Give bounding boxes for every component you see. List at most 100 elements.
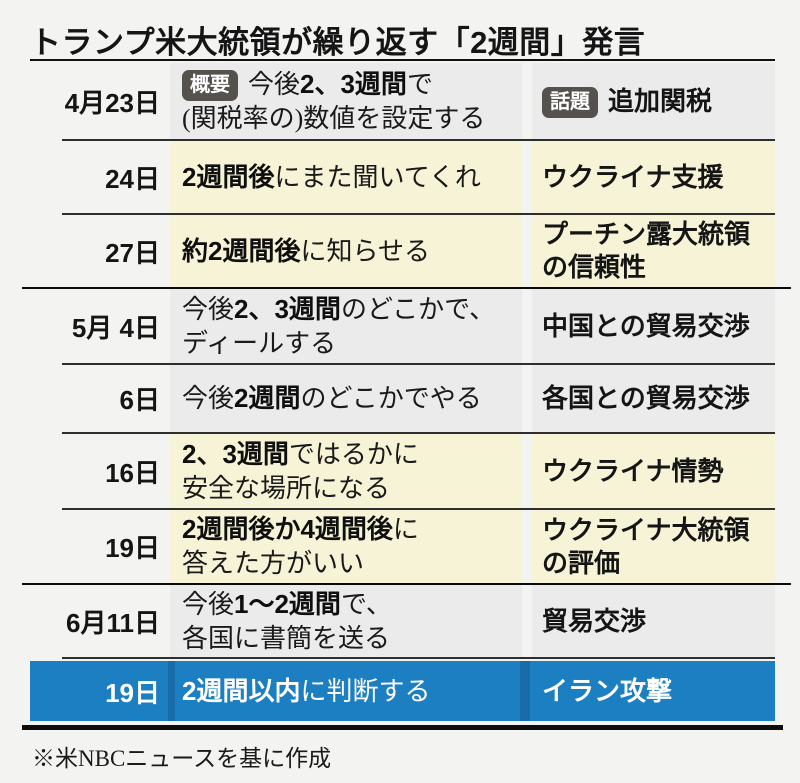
column-gutter (522, 658, 532, 724)
highlight-row-background (30, 661, 775, 721)
row-divider (62, 363, 775, 365)
month-divider (22, 287, 791, 289)
statement-keyword: 2、3週間 (182, 438, 289, 469)
topic-text: ウクライナ情勢 (542, 455, 724, 486)
topic-text: ウクライナ大統領 の評価 (542, 514, 750, 578)
statement-text: 2、3週間ではるかに 安全な場所になる (182, 438, 419, 503)
month-divider (22, 583, 791, 585)
statement-text: 今後2週間のどこかでやる (182, 383, 482, 413)
statement-keyword: 約2週間後 (182, 235, 301, 266)
table-row: 5月 4日 今後2、3週間のどこかで、 ディールする 中国との貿易交渉 (22, 287, 791, 364)
topic-cell: 各国との貿易交渉 (532, 364, 775, 433)
topic-cell: イラン攻撃 (532, 658, 775, 724)
topic-cell: プーチン露大統領 の信頼性 (532, 214, 775, 288)
statement-cell: 今後2、3週間のどこかで、 ディールする (170, 288, 522, 364)
statement-cell: 2週間以内に判断する (170, 658, 522, 724)
table-row: 6月11日 今後1〜2週間で、 各国に書簡を送る 貿易交渉 (22, 583, 791, 658)
statement-keyword: 2週間後 (182, 161, 275, 192)
topic-cell: 中国との貿易交渉 (532, 288, 775, 364)
statement-text: 概要 今後2、3週間で (関税率の)数値を設定する (182, 69, 486, 133)
statement-text: 2週間後か4週間後に 答えた方がいい (182, 514, 419, 578)
table-row: 6日 今後2週間のどこかでやる 各国との貿易交渉 (30, 363, 775, 433)
column-seam (168, 661, 175, 721)
statement-text: 2週間以内に判断する (182, 675, 431, 706)
date-label: 4月23日 (64, 88, 160, 118)
statement-cell: 今後1〜2週間で、 各国に書簡を送る (170, 584, 522, 658)
date-cell: 4月23日 (30, 63, 170, 140)
column-seam (520, 661, 530, 721)
column-gutter (522, 214, 532, 288)
statement-text: 2週間後にまた聞いてくれ (182, 161, 481, 192)
date-label: 19日 (105, 533, 160, 563)
page-title: トランプ米大統領が繰り返す「2週間」発言 (30, 25, 646, 60)
statement-cell: 約2週間後に知らせる (170, 214, 522, 288)
table-row: 24日 2週間後にまた聞いてくれ ウクライナ支援 (30, 139, 775, 214)
statement-text: 今後1〜2週間で、 各国に書簡を送る (182, 588, 392, 653)
bottom-rule (22, 725, 783, 730)
date-cell: 5月 4日 (30, 288, 170, 364)
column-gutter (522, 433, 532, 509)
title-underline (30, 59, 775, 61)
statement-cell: 概要 今後2、3週間で (関税率の)数値を設定する (170, 63, 522, 140)
statement-cell: 2週間後にまた聞いてくれ (170, 140, 522, 214)
date-cell: 19日 (30, 658, 170, 724)
statement-text: 約2週間後に知らせる (182, 235, 430, 266)
topic-text: イラン攻撃 (542, 675, 673, 706)
statement-text: 今後2、3週間のどこかで、 ディールする (182, 293, 496, 358)
row-divider (62, 508, 775, 510)
date-cell: 6日 (30, 364, 170, 433)
topic-cell: ウクライナ大統領 の評価 (532, 509, 775, 584)
statement-keyword: 2週間 (234, 383, 301, 413)
row-divider (62, 213, 775, 215)
topic-text: 各国との貿易交渉 (542, 383, 750, 413)
topic-cell: 話題 追加関税 (532, 63, 775, 140)
topic-text: 中国との貿易交渉 (542, 310, 750, 341)
table-row: 16日 2、3週間ではるかに 安全な場所になる ウクライナ情勢 (30, 432, 775, 509)
topic-badge: 話題 (542, 87, 598, 118)
statement-keyword: 2週間後か4週間後 (182, 514, 393, 544)
statement-cell: 2週間後か4週間後に 答えた方がいい (170, 509, 522, 584)
date-cell: 24日 (30, 140, 170, 214)
date-label: 16日 (105, 457, 160, 488)
date-cell: 16日 (30, 433, 170, 509)
topic-text: ウクライナ支援 (542, 161, 724, 192)
row-divider (62, 432, 775, 434)
topic-text: 話題 追加関税 (542, 85, 712, 118)
column-gutter (522, 584, 532, 658)
date-cell: 27日 (30, 214, 170, 288)
statement-keyword: 2、3週間 (234, 293, 341, 324)
highlighted-table-row: 19日 2週間以内に判断する イラン攻撃 (30, 657, 775, 724)
date-label: 6日 (119, 385, 160, 415)
date-label: 6月11日 (66, 607, 160, 638)
table-row: 27日 約2週間後に知らせる プーチン露大統領 の信頼性 (30, 213, 775, 288)
date-label: 19日 (105, 677, 160, 708)
source-note: ※米NBCニュースを基に作成 (32, 746, 332, 771)
date-cell: 19日 (30, 509, 170, 584)
date-label: 27日 (105, 237, 160, 268)
statement-keyword: 2週間以内 (182, 675, 301, 706)
date-cell: 6月11日 (30, 584, 170, 658)
date-label: 24日 (105, 163, 160, 194)
topic-text: 貿易交渉 (542, 605, 647, 636)
row-divider (62, 657, 775, 659)
column-gutter (522, 140, 532, 214)
topic-cell: ウクライナ情勢 (532, 433, 775, 509)
row-divider (62, 139, 775, 141)
statement-keyword: 1〜2週間 (234, 588, 341, 619)
column-gutter (522, 364, 532, 433)
statement-keyword: 2、3週間 (300, 69, 407, 99)
table-row: 4月23日 概要 今後2、3週間で (関税率の)数値を設定する 話題 追加関税 (30, 63, 775, 140)
statement-cell: 今後2週間のどこかでやる (170, 364, 522, 433)
summary-badge: 概要 (182, 70, 238, 101)
date-label: 5月 4日 (71, 312, 160, 343)
topic-cell: ウクライナ支援 (532, 140, 775, 214)
topic-text: プーチン露大統領 の信頼性 (542, 219, 751, 282)
column-gutter (522, 509, 532, 584)
statements-table: 4月23日 概要 今後2、3週間で (関税率の)数値を設定する 話題 追加関税 24… (22, 63, 791, 773)
column-gutter (522, 288, 532, 364)
table-row: 19日 2週間後か4週間後に 答えた方がいい ウクライナ大統領 の評価 (30, 508, 775, 584)
column-gutter (522, 63, 532, 140)
topic-cell: 貿易交渉 (532, 584, 775, 658)
statement-cell: 2、3週間ではるかに 安全な場所になる (170, 433, 522, 509)
